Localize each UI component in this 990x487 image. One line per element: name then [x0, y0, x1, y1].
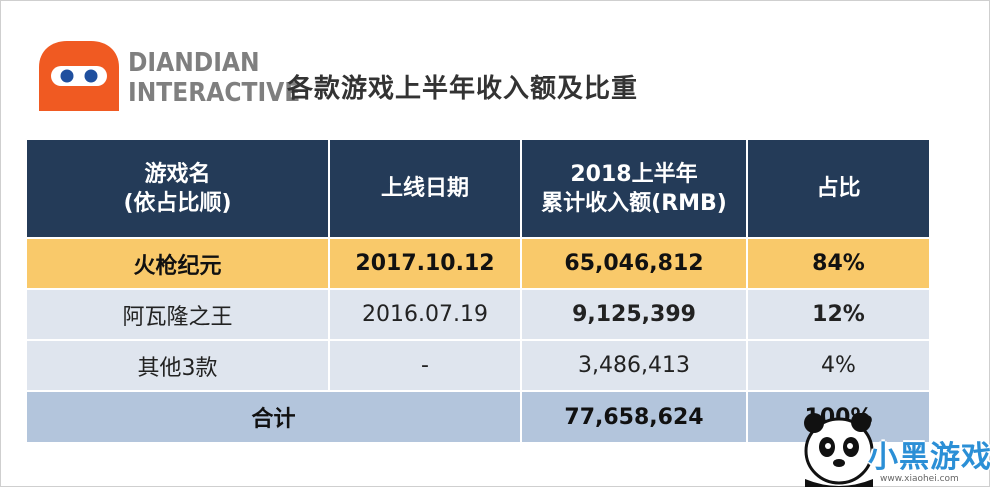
page-title: 各款游戏上半年收入额及比重 — [287, 74, 639, 104]
logo-mask-icon — [39, 41, 119, 111]
cell-revenue: 9,125,399 — [521, 289, 748, 341]
table-row: 阿瓦隆之王 2016.07.19 9,125,399 12% — [27, 289, 929, 341]
diandian-logo: DIANDIAN INTERACTIVE — [39, 41, 300, 111]
watermark-brand: 小黑游戏 — [868, 440, 990, 475]
table-row: 其他3款 - 3,486,413 4% — [27, 340, 929, 392]
cell-revenue: 65,046,812 — [521, 238, 748, 290]
cell-date: - — [329, 340, 522, 392]
logo-line-1: DIANDIAN — [128, 48, 260, 78]
logo-wordmark: DIANDIAN INTERACTIVE — [128, 48, 300, 108]
total-label: 合计 — [27, 391, 522, 444]
logo-line-2: INTERACTIVE — [128, 78, 301, 108]
header-share: 占比 — [747, 140, 929, 239]
table-total-row: 合计 77,658,624 100% — [27, 391, 929, 444]
table-header-row: 游戏名 (依占比顺) 上线日期 2018上半年 累计收入额(RMB) 占比 — [27, 140, 929, 239]
panda-mascot-icon — [804, 413, 874, 487]
header-game-name: 游戏名 (依占比顺) — [27, 140, 330, 239]
cell-game: 阿瓦隆之王 — [27, 289, 330, 341]
cell-date: 2016.07.19 — [329, 289, 522, 341]
cell-share: 84% — [747, 238, 929, 290]
cell-game: 其他3款 — [27, 340, 330, 392]
header-launch-date: 上线日期 — [329, 140, 522, 239]
cell-date: 2017.10.12 — [329, 238, 522, 290]
cell-share: 4% — [747, 340, 929, 392]
revenue-table: 游戏名 (依占比顺) 上线日期 2018上半年 累计收入额(RMB) 占比 火枪… — [27, 140, 929, 444]
table-row: 火枪纪元 2017.10.12 65,046,812 84% — [27, 238, 929, 290]
cell-share: 12% — [747, 289, 929, 341]
cell-revenue: 3,486,413 — [521, 340, 748, 392]
header-revenue: 2018上半年 累计收入额(RMB) — [521, 140, 748, 239]
total-revenue: 77,658,624 — [521, 391, 748, 444]
watermark-url: www.xiaohei.com — [880, 474, 959, 484]
cell-game: 火枪纪元 — [27, 238, 330, 290]
